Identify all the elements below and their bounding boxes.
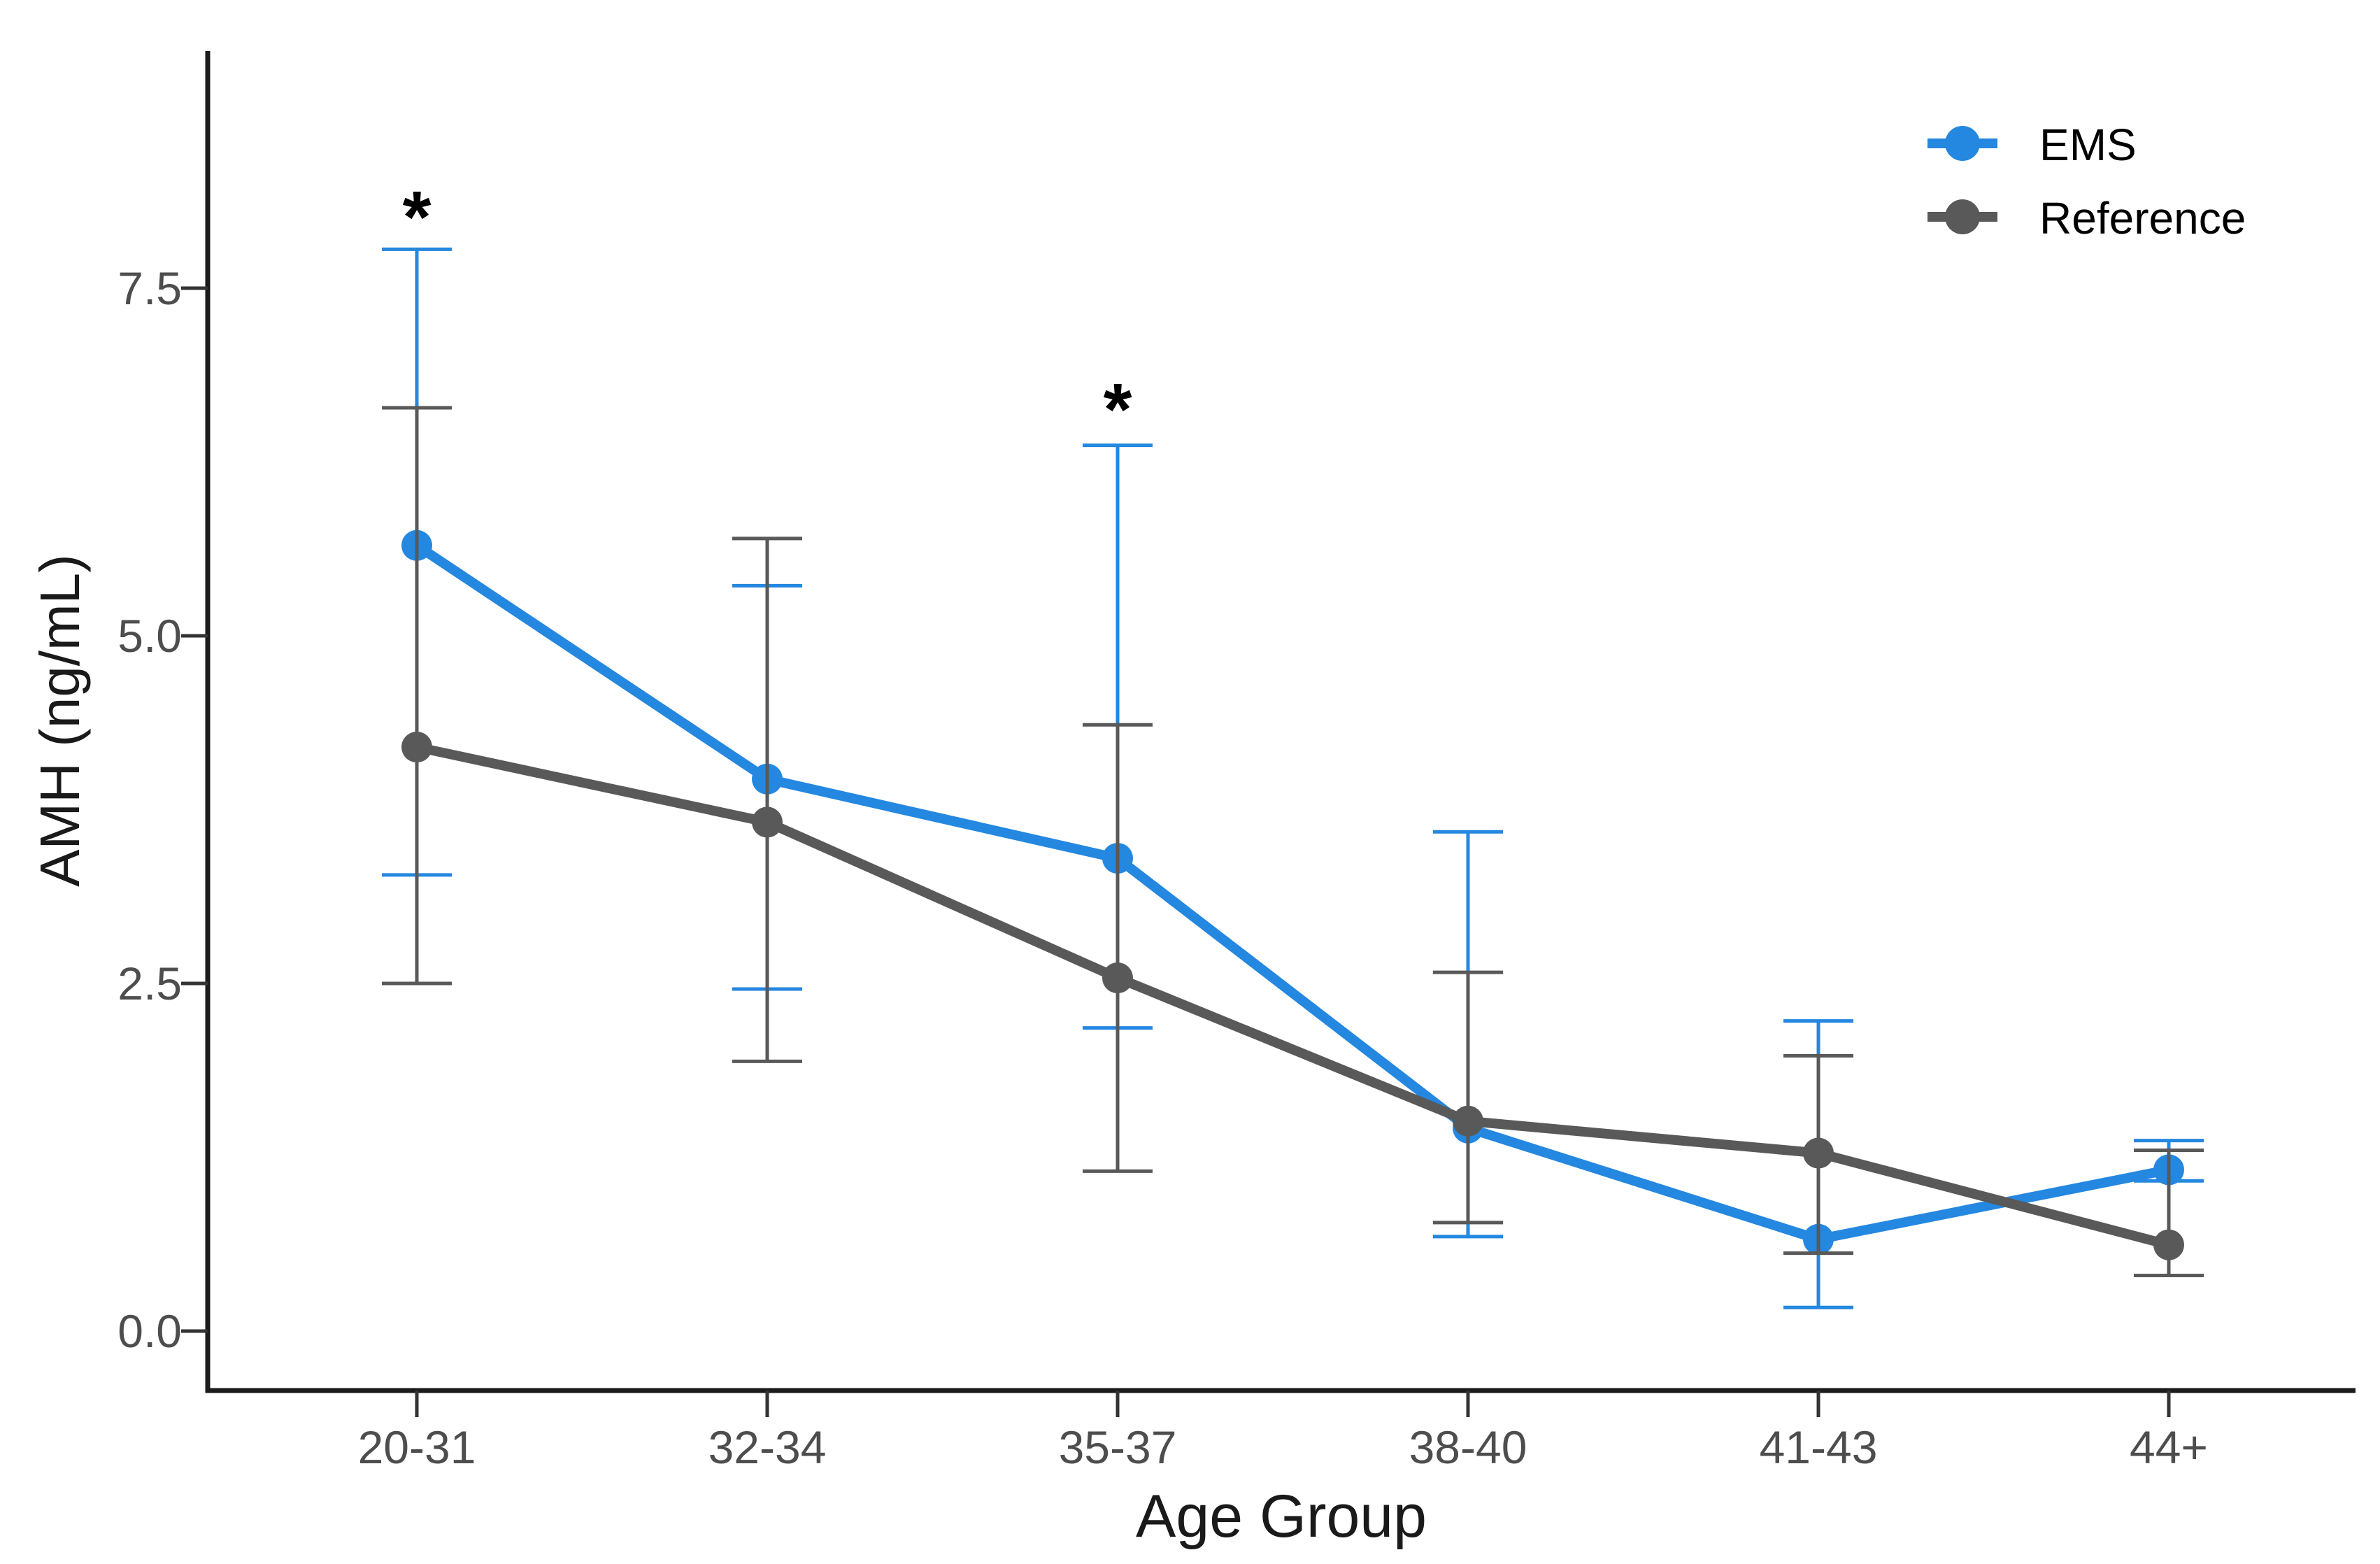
x-tick-label: 41-43 [1759, 1421, 1878, 1473]
x-axis-title: Age Group [1136, 1483, 1427, 1550]
y-tick-label: 5.0 [117, 610, 182, 662]
data-point [1803, 1137, 1834, 1169]
series-reference [382, 406, 2204, 1277]
x-tick-label: 32-34 [708, 1421, 827, 1473]
y-tick-label: 0.0 [117, 1305, 182, 1357]
series-line [412, 540, 2174, 1244]
series-ems [382, 247, 2204, 1309]
data-point [401, 732, 432, 763]
legend-dot-icon [1945, 126, 1980, 161]
data-point [1453, 1105, 1483, 1137]
x-tick-label: 44+ [2130, 1421, 2208, 1473]
legend-marker-reference [1927, 194, 1997, 239]
y-tick-label: 7.5 [117, 262, 182, 314]
significance-asterisk: * [1103, 369, 1132, 450]
x-tick-label: 35-37 [1058, 1421, 1177, 1473]
data-point [752, 806, 783, 838]
data-point [1102, 962, 1133, 994]
y-axis-title: AMH (ng/mL) [29, 554, 91, 887]
x-tick-label: 20-31 [357, 1421, 476, 1473]
legend-dot-icon [1945, 199, 1980, 234]
series-line [412, 742, 2174, 1250]
x-tick-label: 38-40 [1409, 1421, 1527, 1473]
legend-marker-ems [1927, 121, 1997, 166]
data-point [2153, 1229, 2184, 1260]
legend-label-ems: EMS [2039, 120, 2137, 170]
significance-asterisk: * [402, 176, 432, 258]
legend-label-reference: Reference [2039, 193, 2246, 243]
y-tick-label: 2.5 [117, 958, 182, 1009]
